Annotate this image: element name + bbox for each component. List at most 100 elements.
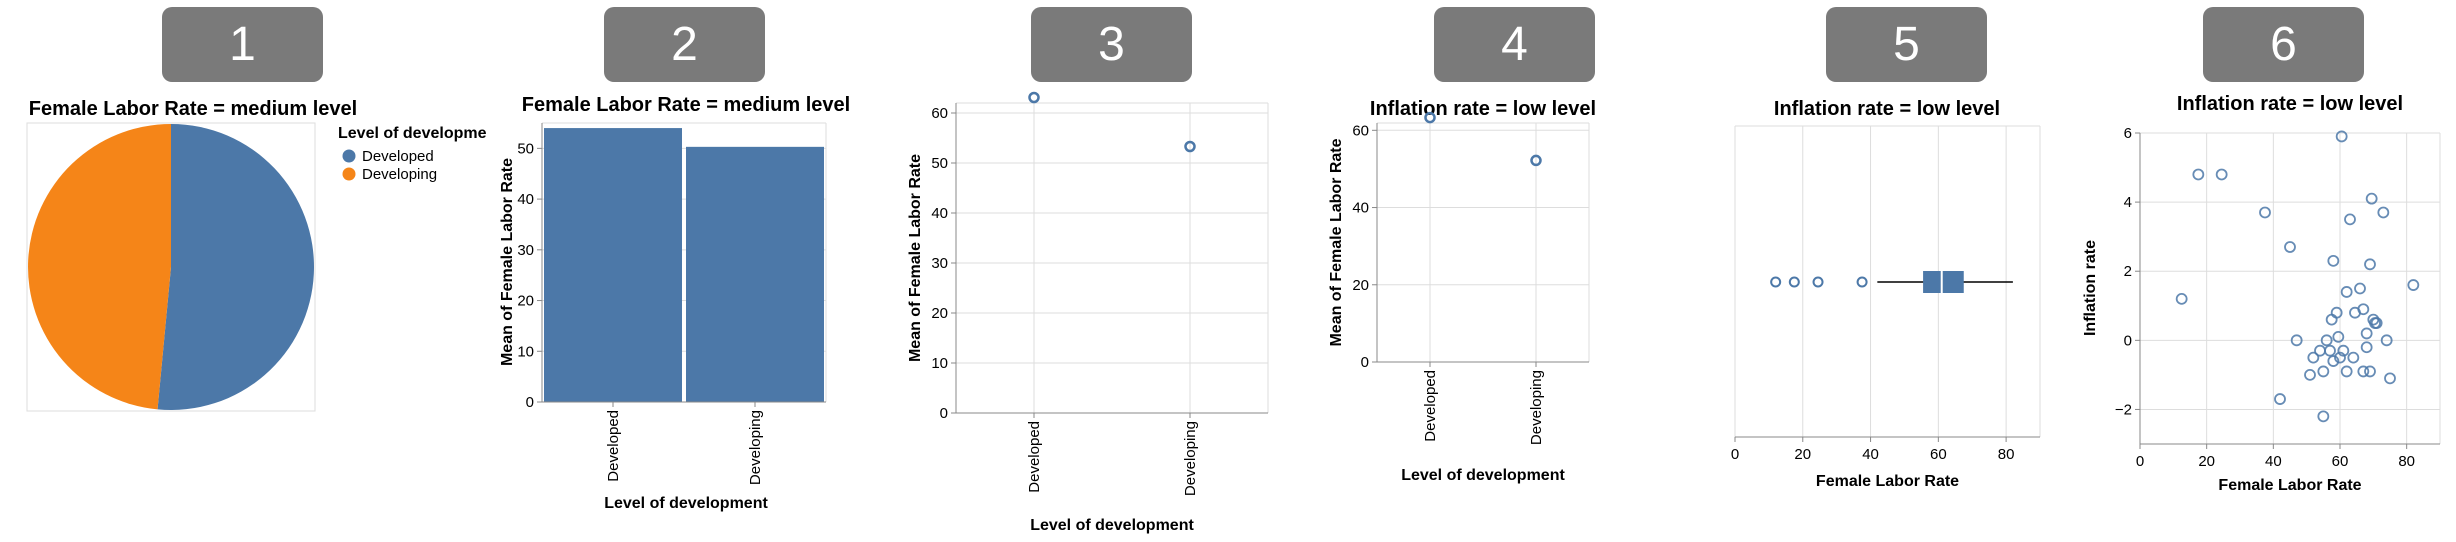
panel-badge-4: 4	[1434, 7, 1595, 82]
scatter-point	[2364, 258, 2376, 271]
scatter-point	[2327, 355, 2340, 367]
data-point-developed	[1424, 111, 1436, 124]
scatter-point	[2344, 213, 2356, 226]
y-axis-title: Mean of Female Labor Rate	[1328, 138, 1345, 346]
y-tick-label: 30	[517, 242, 534, 259]
chart-1-title: Female Labor Rate = medium level	[29, 98, 357, 120]
chart-4: Inflation rate = low level 0 20 40 60 Develop…	[1328, 98, 1596, 484]
chart-1: Female Labor Rate = medium level Level of…	[26, 98, 487, 412]
data-point-developed	[1028, 91, 1040, 104]
scatter-point	[2327, 254, 2340, 267]
y-tick-label: 4	[2124, 194, 2132, 211]
x-axis-title: Level of development	[1030, 517, 1194, 534]
scatter-point	[2377, 206, 2390, 219]
data-point-developing	[1184, 140, 1196, 153]
scatter-point	[2370, 317, 2383, 329]
scatter-point	[2317, 365, 2330, 378]
scatter-point	[2304, 368, 2316, 381]
scatter-point	[2360, 327, 2373, 340]
scatter-point	[2314, 344, 2326, 357]
scatter-point	[2284, 241, 2296, 253]
x-axis-title: Level of development	[1401, 467, 1565, 484]
scatter-point	[2360, 341, 2373, 354]
legend-symbol-developing	[342, 167, 356, 181]
scatter-point	[2364, 365, 2376, 378]
x-axis-title: Female Labor Rate	[2218, 477, 2361, 494]
scatter-point	[2354, 282, 2366, 295]
y-axis-title: Mean of Female Labor Rate	[499, 158, 516, 366]
y-tick-label: 50	[517, 140, 534, 157]
chart-6-title: Inflation rate = low level	[2177, 93, 2403, 115]
scatter-point	[2307, 351, 2320, 364]
scatter-point	[2274, 393, 2286, 405]
scatter-point	[2407, 279, 2420, 291]
chart-1-frame	[26, 122, 316, 412]
scatter-point	[2325, 313, 2338, 326]
panel-badge-5: 5	[1826, 7, 1987, 82]
scatter-point	[2332, 330, 2345, 343]
y-tick-label: 0	[526, 394, 534, 411]
x-tick-label: Developed	[1026, 421, 1043, 493]
chart-2-title: Female Labor Rate = medium level	[522, 94, 850, 116]
scatter-point	[2324, 344, 2336, 357]
y-tick-label: 40	[517, 191, 534, 208]
x-tick-label: 80	[1998, 446, 2015, 463]
scatter-point	[2290, 334, 2303, 347]
y-tick-label: 0	[1361, 354, 1369, 371]
scatter-point	[2340, 365, 2353, 378]
scatter-point	[2320, 334, 2333, 347]
x-tick-label: 60	[1930, 446, 1947, 463]
scatter-point	[2192, 168, 2205, 181]
x-tick-label: 40	[1862, 446, 1879, 463]
scatter-point	[2215, 168, 2228, 181]
panel-badge-3: 3	[1031, 7, 1192, 82]
scatter-point	[2337, 344, 2350, 357]
x-tick-label: 40	[2265, 453, 2282, 470]
outlier-point	[1788, 276, 1800, 288]
bar-developing	[686, 146, 824, 402]
pie-slice-developed	[157, 124, 315, 411]
y-tick-label: 40	[931, 205, 948, 222]
y-tick-label: 40	[1352, 200, 1369, 217]
x-tick-label: 20	[1794, 446, 1811, 463]
x-tick-label: 0	[1731, 446, 1739, 463]
panel-badge-1: 1	[162, 7, 323, 82]
y-tick-label: 0	[940, 405, 948, 422]
y-tick-label: 10	[931, 355, 948, 372]
outlier-point	[1812, 276, 1824, 288]
y-tick-label: 60	[1352, 122, 1369, 139]
x-tick-label: Developed	[1422, 370, 1439, 442]
scatter-point	[2335, 130, 2348, 143]
x-tick-label: Developing	[747, 410, 764, 485]
legend-label-developing: Developing	[362, 166, 437, 183]
y-tick-label: 10	[517, 343, 534, 360]
scatter-point	[2330, 306, 2343, 319]
chart-4-title: Inflation rate = low level	[1370, 98, 1596, 120]
outlier-point	[1770, 276, 1782, 288]
x-tick-label: 60	[2332, 453, 2349, 470]
data-point-developing	[1530, 154, 1542, 167]
y-axis-title: Mean of Female Labor Rate	[907, 154, 924, 362]
legend-label-developed: Developed	[362, 148, 434, 165]
y-tick-label: 2	[2124, 263, 2132, 280]
x-tick-label: 80	[2398, 453, 2415, 470]
panel-badge-6: 6	[2203, 7, 2364, 82]
scatter-point	[2357, 365, 2370, 378]
scatter-point	[2259, 206, 2271, 219]
chart-1-legend-title: Level of developme	[338, 125, 487, 142]
scatter-point	[2384, 372, 2396, 385]
y-tick-label: 6	[2124, 125, 2132, 142]
y-tick-label: 60	[931, 105, 948, 122]
x-axis-title: Level of development	[604, 495, 768, 512]
scatter-point	[2317, 410, 2330, 423]
x-tick-label: Developing	[1182, 421, 1199, 496]
y-tick-label: 20	[517, 293, 534, 310]
x-tick-label: Developed	[605, 410, 622, 482]
y-tick-label: 0	[2124, 332, 2132, 349]
pie-slice-developing	[28, 124, 171, 410]
chart-5-title: Inflation rate = low level	[1774, 98, 2000, 120]
scatter-point	[2175, 292, 2188, 305]
y-axis-title: Inflation rate	[2082, 240, 2099, 336]
chart-6: Inflation rate = low level 0 20 40 60 80 −2 0 2 4…	[2082, 93, 2441, 494]
